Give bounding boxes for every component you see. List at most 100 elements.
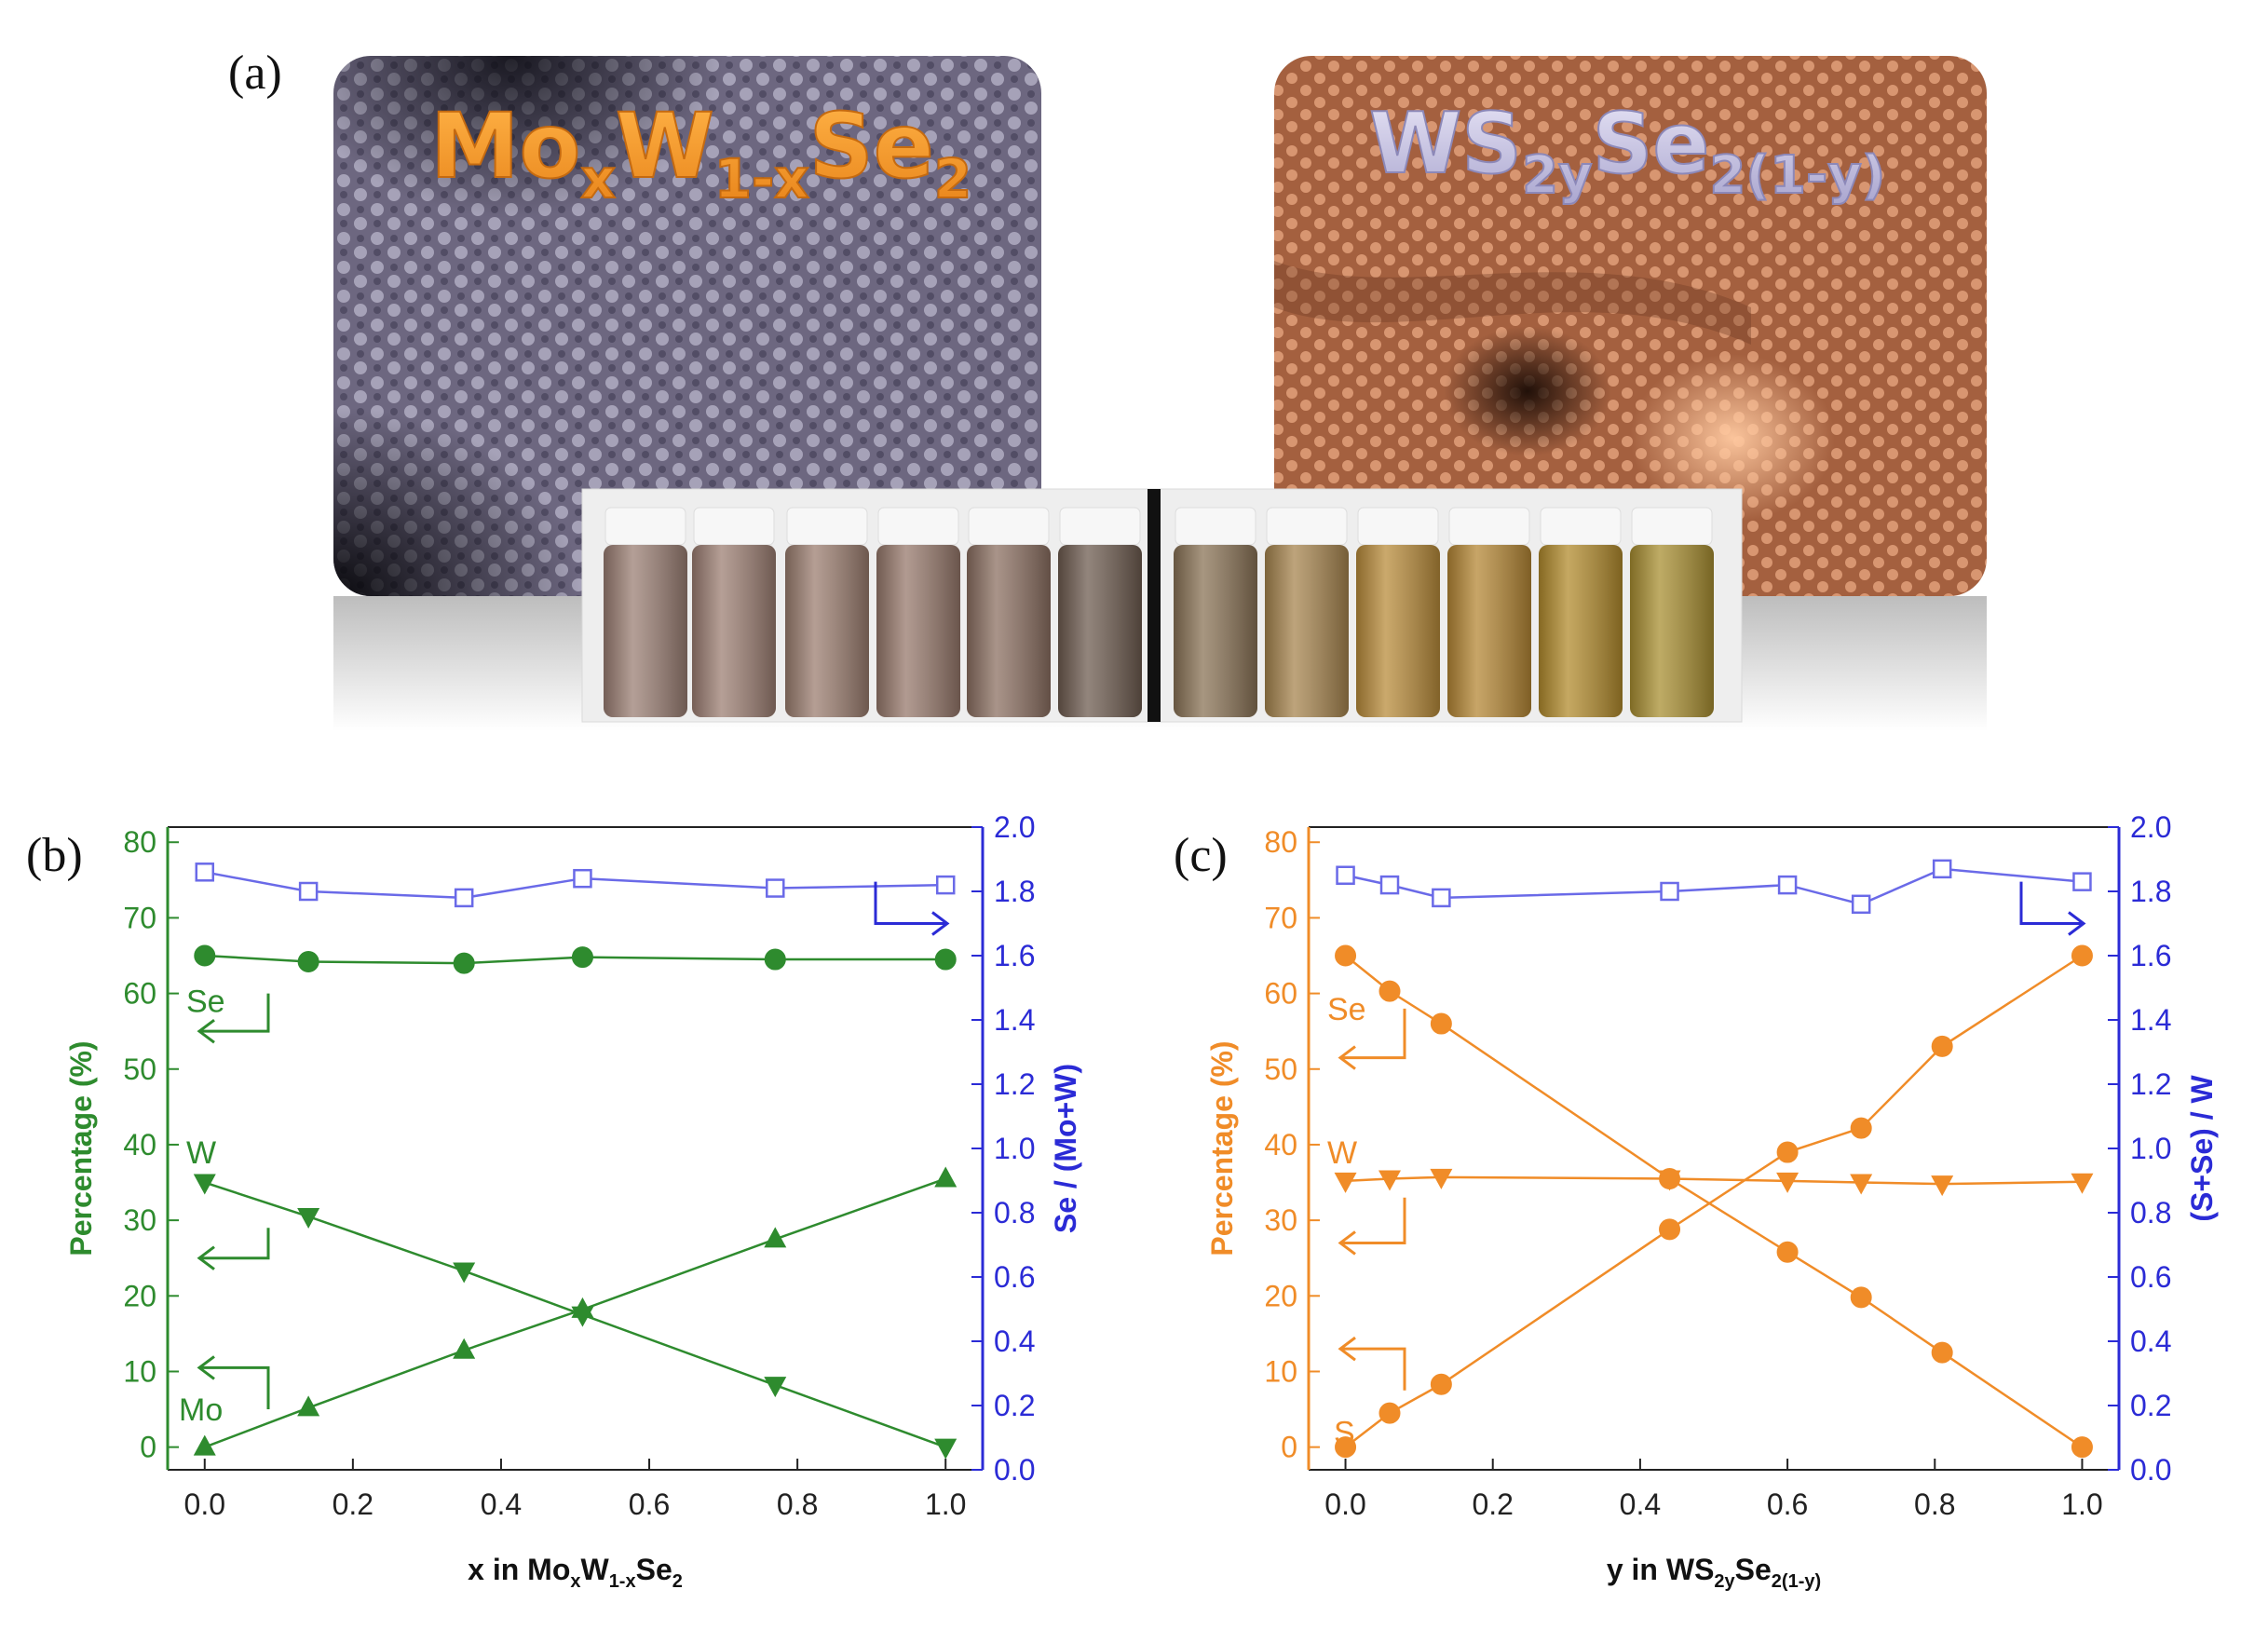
x-tick-label: 1.0: [2061, 1487, 2102, 1521]
vial: [785, 507, 869, 717]
vial: [876, 507, 960, 717]
data-point: [193, 1434, 216, 1456]
data-point: [1432, 888, 1451, 908]
y2-axis-label: (S+Se) / W: [2185, 1075, 2219, 1222]
y2-tick-label: 0.2: [994, 1389, 1035, 1422]
data-point: [1776, 1141, 1799, 1163]
data-point: [2071, 1436, 2093, 1459]
vial-photo: [581, 488, 1743, 723]
left-axis-arrow: [1341, 1008, 1406, 1060]
vial: [967, 507, 1051, 717]
left-axis-arrow: [1341, 1197, 1406, 1244]
chart-b: 0.0 0.2 0.4 0.6 0.8 1.0 0 10 20 30 40 50 60 70 80 0.0 0.…: [64, 810, 1082, 1592]
data-point: [1850, 1174, 1873, 1195]
y2-tick-label: 0.0: [994, 1453, 1035, 1487]
data-point: [1932, 859, 1952, 879]
y2-tick-label: 2.0: [994, 810, 1035, 844]
y2-tick-label: 1.4: [994, 1003, 1035, 1037]
y2-tick-label: 0.8: [2130, 1196, 2171, 1229]
y-tick-label: 0: [140, 1431, 156, 1464]
data-point: [1335, 944, 1357, 967]
series-annotation-Mo: Mo: [179, 1392, 223, 1428]
left-axis-arrowhead: [1338, 1336, 1356, 1362]
vial: [1174, 507, 1257, 717]
y2-tick-label: 0.8: [994, 1196, 1035, 1229]
data-point: [934, 1438, 957, 1460]
y-tick-label: 60: [123, 977, 156, 1011]
y-tick-label: 40: [123, 1128, 156, 1161]
left-image-title: MoxW1-xSe2: [430, 94, 971, 211]
y2-tick-label: 0.6: [994, 1260, 1035, 1294]
data-point: [2071, 944, 2093, 967]
data-point: [764, 1227, 787, 1248]
x-axis-label: x in MoxW1-xSe2: [468, 1553, 683, 1592]
y2-tick-label: 0.4: [2130, 1324, 2171, 1358]
data-point: [193, 1174, 216, 1195]
right-image-title: WS2ySe2(1-y): [1369, 95, 1885, 206]
data-point: [934, 1166, 957, 1188]
y2-tick-label: 1.6: [2130, 939, 2171, 972]
y2-tick-label: 1.0: [2130, 1132, 2171, 1165]
series-annotation-Se: Se: [186, 985, 225, 1020]
data-point: [453, 1338, 476, 1359]
vial: [604, 507, 687, 717]
series-line-Se/(Mo+W): [204, 871, 946, 900]
right-axis-arrowhead: [2068, 911, 2086, 936]
y-tick-label: 30: [1264, 1203, 1297, 1237]
y2-tick-label: 1.2: [2130, 1067, 2171, 1101]
x-tick-label: 0.8: [777, 1487, 818, 1521]
y2-tick-label: 1.0: [994, 1132, 1035, 1165]
left-axis-arrowhead: [1338, 1045, 1356, 1070]
y2-tick-label: 1.8: [2130, 875, 2171, 908]
data-point: [764, 1377, 787, 1398]
stem-image-right: [1274, 56, 1987, 596]
series-line-Se: [204, 954, 946, 965]
y-tick-label: 70: [1264, 901, 1297, 934]
data-point: [571, 1297, 594, 1318]
left-axis-arrow: [200, 1365, 270, 1410]
data-point: [1430, 1012, 1452, 1035]
vial: [1058, 507, 1142, 717]
y-tick-label: 60: [1264, 977, 1297, 1011]
data-point: [1659, 1218, 1681, 1241]
data-point: [297, 1208, 320, 1229]
right-axis-arrow: [874, 881, 945, 925]
left-axis-arrowhead: [197, 1355, 215, 1380]
data-point: [1850, 1286, 1872, 1309]
y-axis-label: Percentage (%): [1205, 1040, 1239, 1256]
vial: [1356, 507, 1440, 717]
y-tick-label: 80: [123, 825, 156, 859]
data-point: [1851, 894, 1871, 915]
series-line-Mo: [204, 1177, 946, 1448]
vial: [1630, 507, 1714, 717]
data-point: [1776, 1172, 1799, 1193]
data-point: [1378, 1170, 1401, 1191]
series-line-W: [204, 1181, 946, 1448]
data-point: [1378, 1402, 1401, 1424]
data-point: [297, 1395, 320, 1417]
x-tick-label: 0.0: [184, 1487, 225, 1521]
x-tick-label: 0.6: [629, 1487, 670, 1521]
x-tick-label: 0.4: [1620, 1487, 1661, 1521]
left-axis-arrowhead: [197, 1245, 215, 1270]
data-point: [1336, 865, 1355, 885]
left-axis-arrow: [200, 1228, 270, 1260]
data-point: [1776, 1241, 1799, 1263]
panel-label-c: (c): [1174, 829, 1228, 882]
data-point: [1850, 1117, 1872, 1139]
data-point: [195, 863, 215, 882]
y2-axis-label: Se / (Mo+W): [1049, 1064, 1082, 1233]
vial: [692, 507, 776, 717]
y-tick-label: 70: [123, 901, 156, 934]
data-point: [454, 888, 474, 908]
data-point: [1931, 1341, 1953, 1364]
panel-label-a: (a): [228, 47, 282, 100]
data-point: [935, 875, 956, 895]
data-point: [1379, 875, 1400, 895]
x-tick-label: 0.4: [481, 1487, 522, 1521]
left-axis-arrow: [200, 993, 270, 1033]
y2-tick-label: 0.2: [2130, 1389, 2171, 1422]
data-point: [766, 878, 785, 898]
y-tick-label: 40: [1264, 1128, 1297, 1161]
data-point: [1931, 1035, 1953, 1057]
